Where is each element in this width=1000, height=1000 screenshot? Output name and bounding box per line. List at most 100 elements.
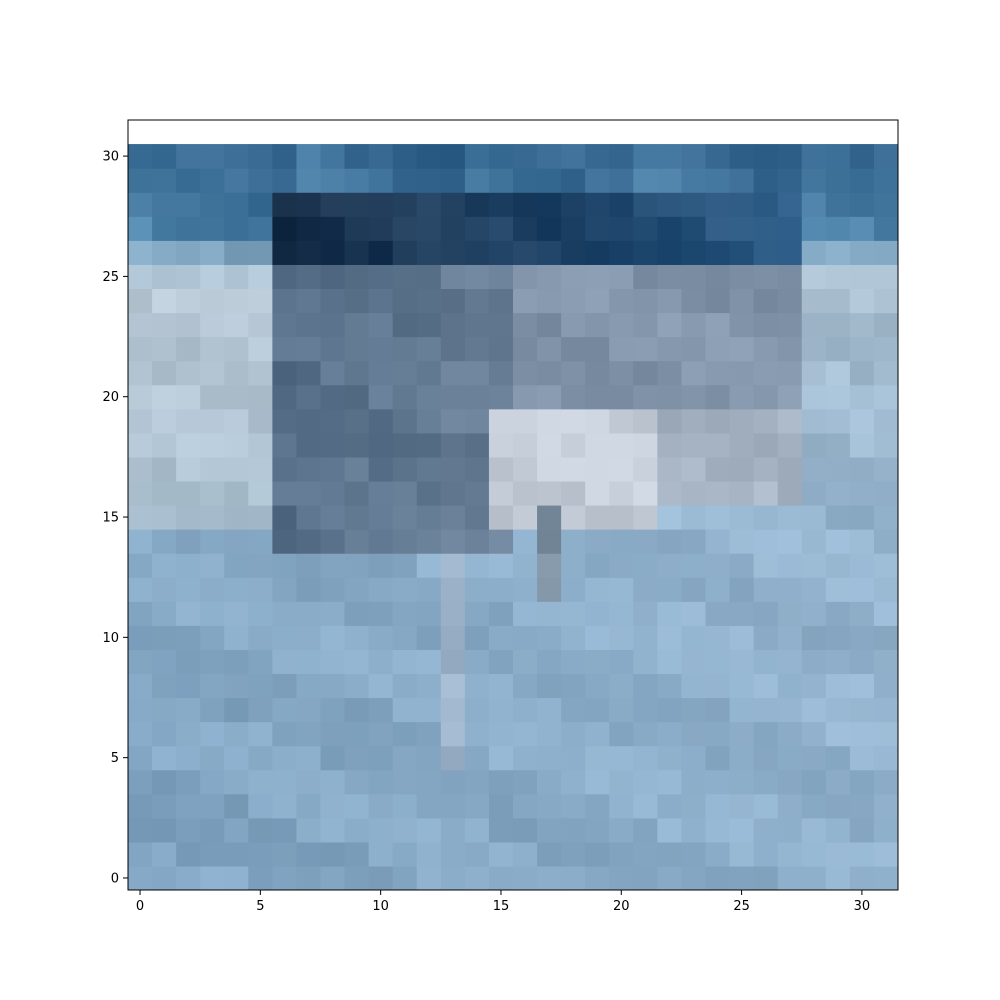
- image-pixel: [344, 769, 370, 795]
- image-pixel: [849, 865, 875, 890]
- image-pixel: [777, 312, 803, 338]
- image-pixel: [681, 480, 707, 506]
- image-pixel: [873, 456, 898, 482]
- image-pixel: [513, 817, 538, 843]
- image-pixel: [344, 601, 370, 626]
- image-pixel: [801, 505, 827, 530]
- image-pixel: [633, 890, 658, 915]
- image-pixel: [873, 505, 898, 530]
- image-pixel: [633, 456, 658, 482]
- image-pixel: [873, 625, 898, 650]
- image-pixel: [633, 697, 658, 723]
- image-pixel: [849, 529, 875, 554]
- image-pixel: [416, 649, 442, 675]
- image-pixel: [368, 769, 394, 795]
- image-pixel: [513, 384, 538, 410]
- image-pixel: [416, 312, 442, 338]
- image-pixel: [537, 817, 562, 843]
- image-pixel: [585, 240, 610, 265]
- image-pixel: [849, 456, 875, 482]
- image-pixel: [585, 216, 610, 241]
- image-pixel: [681, 192, 707, 217]
- image-pixel: [272, 432, 298, 458]
- image-pixel: [753, 721, 779, 747]
- image-pixel: [320, 745, 346, 771]
- image-pixel: [825, 625, 851, 650]
- image-pixel: [513, 360, 538, 386]
- image-pixel: [416, 240, 442, 265]
- image-pixel: [440, 312, 466, 338]
- image-pixel: [392, 793, 418, 819]
- image-pixel: [152, 384, 177, 410]
- image-pixel: [705, 529, 731, 554]
- image-pixel: [561, 625, 586, 650]
- image-pixel: [825, 336, 851, 362]
- image-pixel: [825, 408, 851, 434]
- image-pixel: [224, 480, 249, 506]
- image-pixel: [152, 745, 177, 771]
- image-pixel: [440, 240, 466, 265]
- image-pixel: [392, 817, 418, 843]
- image-pixel: [368, 456, 394, 482]
- image-pixel: [368, 865, 394, 890]
- image-pixel: [416, 264, 442, 290]
- image-pixel: [440, 192, 466, 217]
- image-pixel: [344, 216, 370, 241]
- image-pixel: [705, 553, 731, 578]
- image-pixel: [537, 240, 562, 265]
- y-tick-label: 0: [111, 871, 119, 886]
- image-pixel: [152, 721, 177, 747]
- image-pixel: [152, 168, 177, 193]
- image-pixel: [825, 649, 851, 675]
- image-pixel: [561, 649, 586, 675]
- image-pixel: [657, 865, 683, 890]
- image-pixel: [681, 673, 707, 699]
- image-pixel: [801, 625, 827, 650]
- image-pixel: [513, 649, 538, 675]
- image-pixel: [705, 817, 731, 843]
- image-pixel: [705, 216, 731, 241]
- image-pixel: [200, 312, 225, 338]
- image-pixel: [585, 697, 610, 723]
- image-pixel: [705, 601, 731, 626]
- image-pixel: [344, 456, 370, 482]
- image-pixel: [849, 216, 875, 241]
- image-pixel: [873, 288, 898, 314]
- image-pixel: [488, 432, 514, 458]
- image-pixel: [705, 192, 731, 217]
- image-pixel: [344, 529, 370, 554]
- image-pixel: [753, 601, 779, 626]
- image-pixel: [657, 673, 683, 699]
- image-pixel: [152, 625, 177, 650]
- image-pixel: [609, 360, 634, 386]
- image-pixel: [537, 721, 562, 747]
- image-pixel: [248, 577, 273, 602]
- image-pixel: [513, 288, 538, 314]
- image-pixel: [513, 529, 538, 554]
- image-pixel: [320, 408, 346, 434]
- image-pixel: [392, 264, 418, 290]
- image-pixel: [609, 408, 634, 434]
- image-pixel: [152, 529, 177, 554]
- image-pixel: [681, 240, 707, 265]
- image-pixel: [224, 890, 249, 915]
- image-pixel: [849, 312, 875, 338]
- image-pixel: [873, 168, 898, 193]
- image-pixel: [272, 625, 298, 650]
- image-pixel: [320, 456, 346, 482]
- image-pixel: [801, 168, 827, 193]
- image-pixel: [464, 168, 490, 193]
- image-pixel: [705, 673, 731, 699]
- image-pixel: [296, 240, 322, 265]
- image-pixel: [705, 288, 731, 314]
- image-pixel: [248, 697, 273, 723]
- image-pixel: [440, 529, 466, 554]
- image-pixel: [705, 432, 731, 458]
- image-pixel: [152, 432, 177, 458]
- image-pixel: [561, 890, 586, 915]
- image-pixel: [344, 577, 370, 602]
- image-pixel: [561, 168, 586, 193]
- image-pixel: [705, 144, 731, 169]
- image-pixel: [128, 793, 153, 819]
- image-pixel: [777, 745, 803, 771]
